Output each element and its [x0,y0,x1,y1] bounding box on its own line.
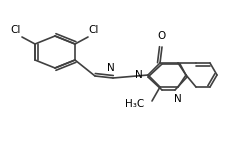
Text: N: N [174,94,182,104]
Text: Cl: Cl [11,25,21,35]
Text: Cl: Cl [89,25,99,35]
Text: N: N [135,70,143,80]
Text: H₃C: H₃C [125,99,144,109]
Text: O: O [158,31,166,41]
Text: N: N [107,63,115,73]
